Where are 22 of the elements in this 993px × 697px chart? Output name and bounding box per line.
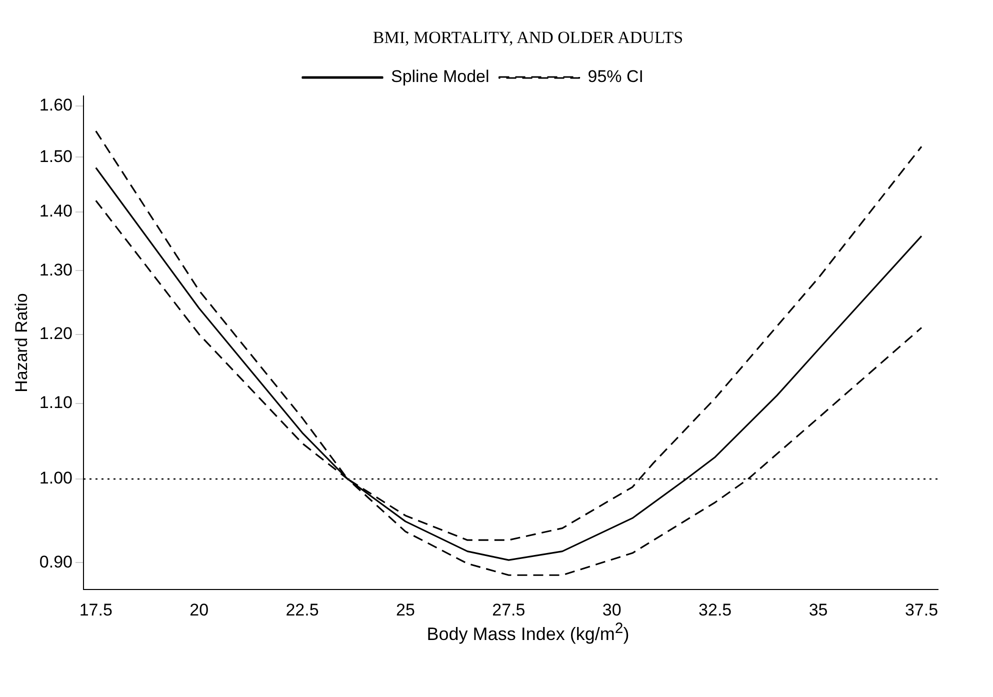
x-tick-label: 30 <box>602 600 622 620</box>
x-tick-label: 27.5 <box>492 600 526 620</box>
legend-label: Spline Model <box>390 67 490 86</box>
y-tick-label: 1.30 <box>39 260 72 280</box>
y-axis-title: Hazard Ratio <box>12 293 31 392</box>
y-tick-label: 1.50 <box>39 146 72 166</box>
y-tick-label: 0.90 <box>39 552 72 572</box>
chart-title: BMI, MORTALITY, AND OLDER ADULTS <box>372 28 684 48</box>
y-tick-label: 1.60 <box>39 96 72 115</box>
y-tick-label: 1.40 <box>39 202 72 221</box>
x-tick-label: 37.5 <box>904 600 938 620</box>
x-tick-label: 25 <box>396 600 415 620</box>
y-tick-label: 1.00 <box>39 468 72 488</box>
x-tick-label: 17.5 <box>79 600 112 620</box>
x-tick-label: 22.5 <box>286 600 319 620</box>
x-tick-label: 35 <box>808 600 828 620</box>
y-tick-label: 1.10 <box>39 393 72 412</box>
x-tick-label: 32.5 <box>698 600 732 620</box>
legend-label: 95% CI <box>588 67 644 86</box>
x-tick-label: 20 <box>190 600 209 620</box>
x-axis-title: Body Mass Index (kg/m$^{2}$) <box>426 620 630 645</box>
y-tick-label: 1.20 <box>39 324 72 343</box>
